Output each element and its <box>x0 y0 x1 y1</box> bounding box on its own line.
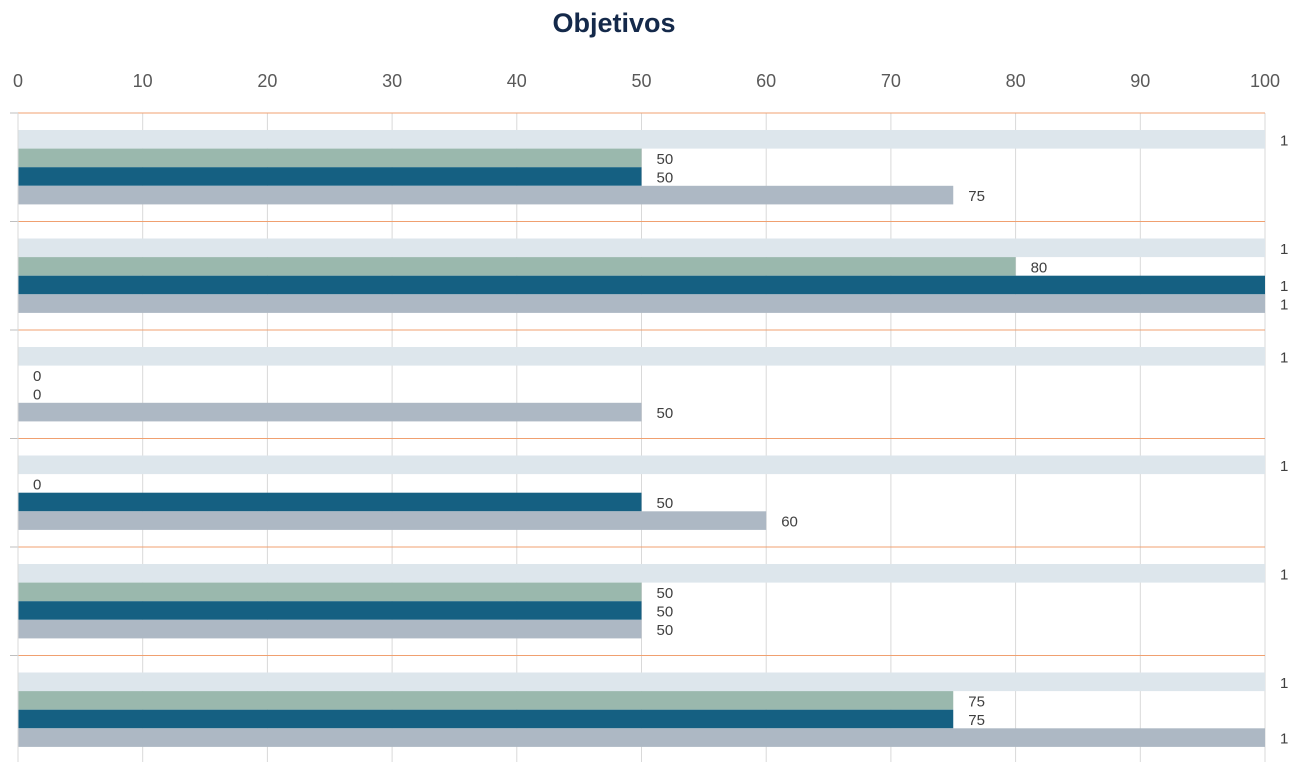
data-label: 0 <box>33 386 41 403</box>
bar <box>18 257 1016 276</box>
bar <box>18 511 767 530</box>
data-label: 100 <box>1280 675 1289 692</box>
data-label: 100 <box>1280 458 1289 475</box>
data-label: 50 <box>657 603 674 620</box>
data-label: 75 <box>968 188 985 205</box>
bar <box>18 347 1265 366</box>
data-label: 75 <box>968 712 985 729</box>
data-label: 50 <box>657 405 674 422</box>
bar <box>18 564 1265 583</box>
bar <box>18 492 642 512</box>
data-label: 100 <box>1280 731 1289 748</box>
x-tick-label: 30 <box>382 71 402 91</box>
bar <box>18 148 642 168</box>
bar <box>18 709 954 729</box>
x-tick-label: 10 <box>133 71 153 91</box>
x-tick-label: 50 <box>631 71 651 91</box>
data-label: 100 <box>1280 278 1289 295</box>
bar <box>18 275 1265 295</box>
chart-title: Objetivos <box>552 8 675 38</box>
bar <box>18 455 1265 475</box>
bar <box>18 402 642 422</box>
bar <box>18 672 1265 692</box>
data-label: 100 <box>1280 132 1289 149</box>
data-label: 60 <box>781 514 798 531</box>
bar <box>18 294 1265 313</box>
x-tick-label: 0 <box>13 71 23 91</box>
x-tick-label: 70 <box>881 71 901 91</box>
x-tick-label: 20 <box>257 71 277 91</box>
data-label: 100 <box>1280 297 1289 314</box>
bar <box>18 238 1265 258</box>
bar <box>18 582 642 602</box>
x-tick-label: 40 <box>507 71 527 91</box>
data-label: 75 <box>968 693 985 710</box>
data-label: 50 <box>657 169 674 186</box>
bar <box>18 728 1265 747</box>
x-tick-label: 100 <box>1250 71 1280 91</box>
data-label: 80 <box>1031 259 1048 276</box>
x-tick-label: 90 <box>1130 71 1150 91</box>
data-label: 50 <box>657 151 674 168</box>
data-label: 100 <box>1280 566 1289 583</box>
data-label: 50 <box>657 622 674 639</box>
bar <box>18 691 954 710</box>
bar <box>18 601 642 620</box>
data-label: 100 <box>1280 349 1289 366</box>
x-tick-label: 60 <box>756 71 776 91</box>
bar <box>18 130 1265 149</box>
data-label: 0 <box>33 476 41 493</box>
data-label: 50 <box>657 495 674 512</box>
x-tick-label: 80 <box>1006 71 1026 91</box>
bar <box>18 185 954 205</box>
data-label: 100 <box>1280 241 1289 258</box>
data-label: 0 <box>33 368 41 385</box>
data-label: 50 <box>657 585 674 602</box>
bar <box>18 619 642 639</box>
bar <box>18 167 642 186</box>
